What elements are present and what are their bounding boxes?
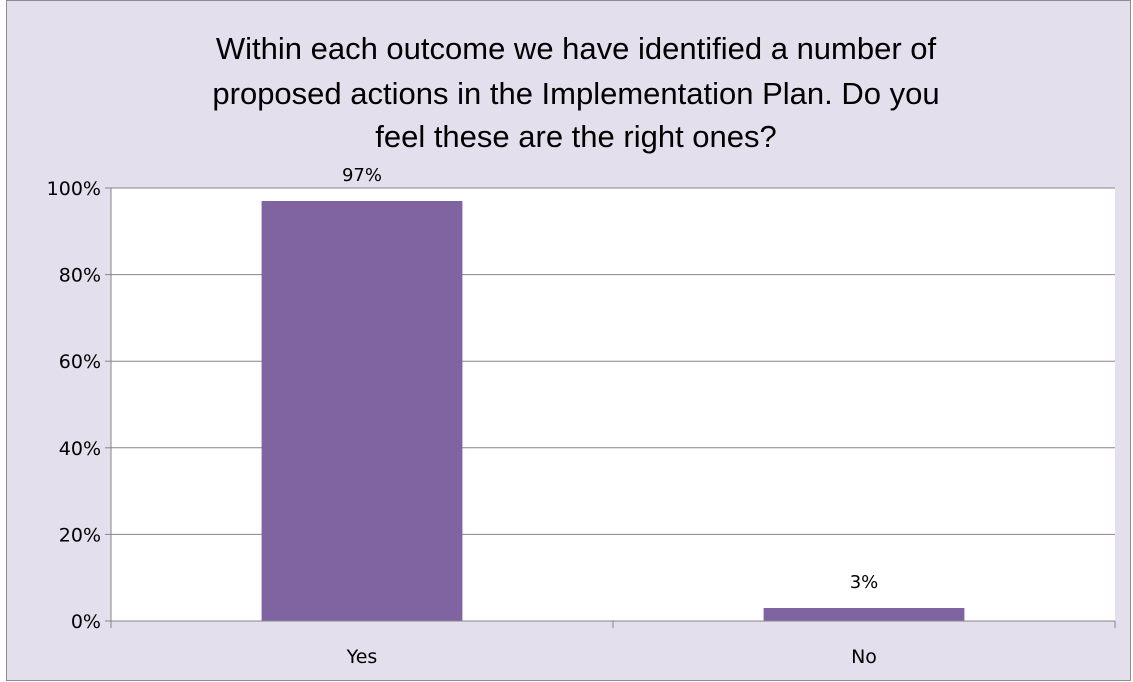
- bar-chart: Within each outcome we have identified a…: [47, 31, 1116, 668]
- y-tick-label: 100%: [47, 178, 101, 200]
- bar-yes: [261, 200, 463, 622]
- y-tick-label: 20%: [59, 524, 101, 546]
- axis-labels: 0% 20% 40% 60% 80% 100% 97% Yes 3% No: [47, 165, 879, 668]
- x-tick-label: No: [851, 646, 877, 668]
- chart-title-line: Within each outcome we have identified a…: [216, 31, 937, 66]
- chart-title-line: feel these are the right ones?: [375, 119, 777, 154]
- chart-area: Within each outcome we have identified a…: [6, 0, 1131, 681]
- bars: [261, 200, 965, 622]
- chart-title-line: proposed actions in the Implementation P…: [212, 76, 939, 111]
- y-tick-label: 60%: [59, 351, 101, 373]
- chart-title: Within each outcome we have identified a…: [212, 31, 939, 154]
- data-label: 97%: [342, 165, 382, 186]
- bar-no: [763, 608, 965, 621]
- y-tick-label: 0%: [71, 611, 101, 633]
- x-tick-label: Yes: [346, 646, 378, 668]
- y-tick-label: 40%: [59, 438, 101, 460]
- data-label: 3%: [850, 572, 879, 593]
- axes: [105, 187, 1116, 628]
- y-tick-label: 80%: [59, 265, 101, 287]
